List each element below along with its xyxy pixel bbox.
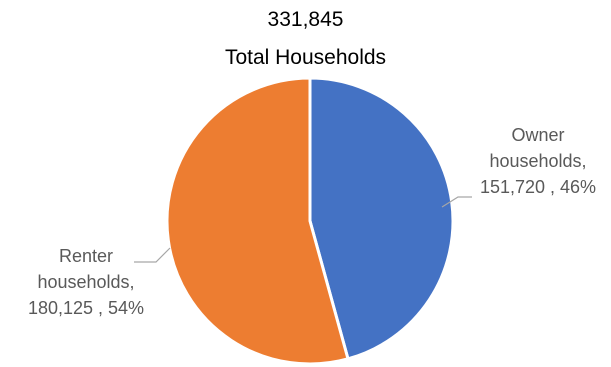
- data-label-renter-households: Renter households, 180,125 , 54%: [28, 246, 144, 318]
- data-label-line: households,: [37, 272, 134, 292]
- data-label-line: Owner: [511, 125, 564, 145]
- data-label-line: Renter: [59, 246, 113, 266]
- pie-slice-renter-households: [165, 76, 350, 366]
- leader-line-renter-households: [134, 247, 171, 263]
- data-label-owner-households: Owner households, 151,720 , 46%: [480, 125, 596, 197]
- pie-slice-owner-households: [308, 76, 455, 361]
- data-label-line: households,: [489, 151, 586, 171]
- chart-title-label: Total Households: [224, 46, 387, 69]
- data-label-line: 180,125 , 54%: [28, 298, 144, 318]
- leader-line-owner-households: [441, 196, 472, 208]
- chart-title-total: 331,845: [267, 8, 344, 31]
- data-label-line: 151,720 , 46%: [480, 177, 596, 197]
